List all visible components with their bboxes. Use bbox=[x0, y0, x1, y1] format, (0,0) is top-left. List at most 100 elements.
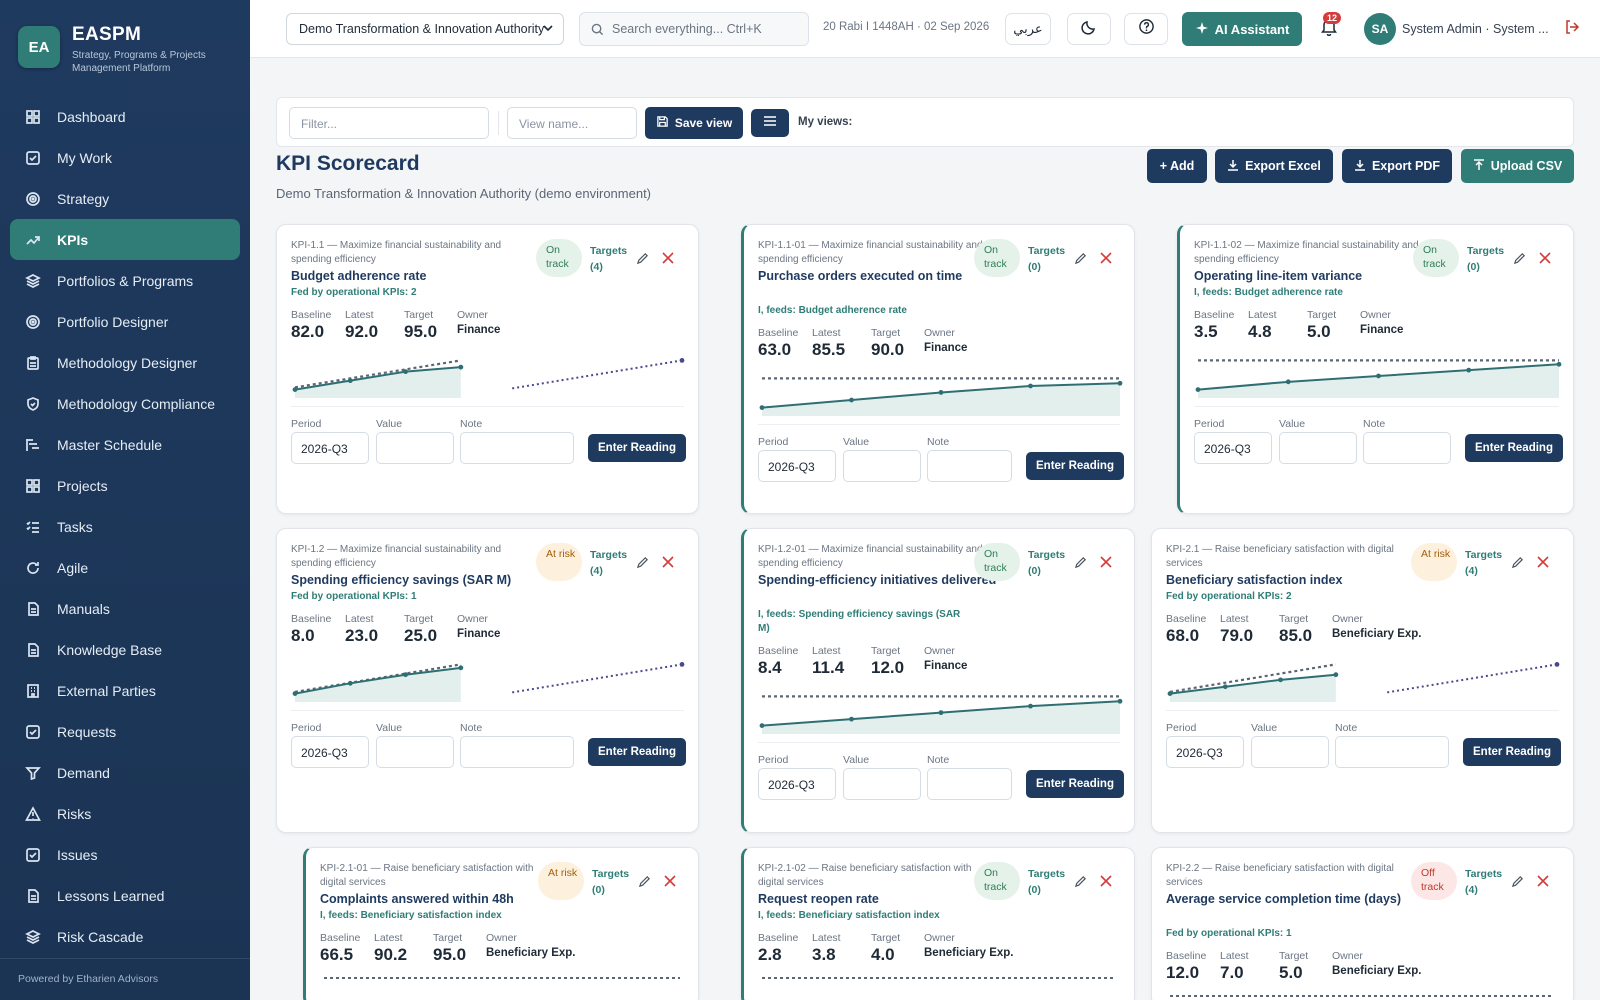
targets-link[interactable]: Targets (0) bbox=[1028, 868, 1066, 896]
dark-mode-button[interactable] bbox=[1067, 13, 1111, 45]
org-select[interactable]: Demo Transformation & Innovation Authori… bbox=[286, 13, 564, 45]
edit-icon[interactable] bbox=[1511, 875, 1524, 893]
close-icon[interactable] bbox=[662, 556, 674, 571]
sidebar-item-dashboard[interactable]: Dashboard bbox=[10, 96, 240, 137]
edit-icon[interactable] bbox=[1074, 875, 1087, 893]
targets-link[interactable]: Targets (0) bbox=[1028, 245, 1066, 273]
save-view-button[interactable]: Save view bbox=[645, 107, 743, 139]
edit-icon[interactable] bbox=[1513, 252, 1526, 270]
edit-icon[interactable] bbox=[636, 556, 649, 574]
close-icon[interactable] bbox=[1537, 875, 1549, 890]
search-input[interactable]: Search everything... Ctrl+K bbox=[579, 12, 809, 46]
upload-csv-button[interactable]: Upload CSV bbox=[1461, 149, 1574, 183]
note-input[interactable] bbox=[927, 768, 1012, 800]
value-input[interactable] bbox=[843, 450, 921, 482]
brand[interactable]: EA EASPM Strategy, Programs & Projects M… bbox=[18, 24, 212, 75]
sidebar-item-risks[interactable]: Risks bbox=[10, 793, 240, 834]
help-button[interactable] bbox=[1124, 13, 1168, 45]
add-kpi-button[interactable]: + Add bbox=[1147, 149, 1207, 183]
edit-icon[interactable] bbox=[1511, 556, 1524, 574]
export-excel-button[interactable]: Export Excel bbox=[1215, 149, 1333, 183]
enter-reading-button[interactable]: Enter Reading bbox=[1026, 452, 1124, 480]
avatar[interactable]: SA bbox=[1364, 13, 1396, 45]
kpi-title[interactable]: Complaints answered within 48h bbox=[320, 892, 514, 906]
close-icon[interactable] bbox=[1100, 875, 1112, 890]
reading-point bbox=[458, 364, 464, 370]
logout-icon[interactable] bbox=[1564, 19, 1580, 40]
period-input[interactable]: 2026-Q3 bbox=[291, 736, 369, 768]
period-input[interactable]: 2026-Q3 bbox=[758, 450, 836, 482]
enter-reading-button[interactable]: Enter Reading bbox=[1465, 434, 1563, 462]
period-input[interactable]: 2026-Q3 bbox=[291, 432, 369, 464]
value-input[interactable] bbox=[376, 432, 454, 464]
close-icon[interactable] bbox=[1100, 556, 1112, 571]
sidebar-item-issues[interactable]: Issues bbox=[10, 834, 240, 875]
sidebar-item-strategy[interactable]: Strategy bbox=[10, 178, 240, 219]
kpi-title[interactable]: Average service completion time (days) bbox=[1166, 892, 1402, 906]
kpi-title[interactable]: Beneficiary satisfaction index bbox=[1166, 573, 1343, 587]
kpi-title[interactable]: Request reopen rate bbox=[758, 892, 879, 906]
sidebar-item-portfolios-programs[interactable]: Portfolios & Programs bbox=[10, 260, 240, 301]
close-icon[interactable] bbox=[1539, 252, 1551, 267]
targets-link[interactable]: Targets (0) bbox=[1028, 549, 1066, 577]
language-toggle-button[interactable]: عربي bbox=[1005, 13, 1051, 45]
period-input[interactable]: 2026-Q3 bbox=[1166, 736, 1244, 768]
sidebar-item-my-work[interactable]: My Work bbox=[10, 137, 240, 178]
enter-reading-button[interactable]: Enter Reading bbox=[1463, 738, 1561, 766]
note-input[interactable] bbox=[460, 736, 574, 768]
value-input[interactable] bbox=[376, 736, 454, 768]
period-input[interactable]: 2026-Q3 bbox=[758, 768, 836, 800]
enter-reading-button[interactable]: Enter Reading bbox=[588, 738, 686, 766]
edit-icon[interactable] bbox=[1074, 556, 1087, 574]
export-pdf-button[interactable]: Export PDF bbox=[1342, 149, 1452, 183]
user-name[interactable]: System Admin · System ... bbox=[1402, 22, 1549, 36]
sidebar-item-portfolio-designer[interactable]: Portfolio Designer bbox=[10, 301, 240, 342]
sidebar-item-external-parties[interactable]: External Parties bbox=[10, 670, 240, 711]
targets-link[interactable]: Targets (4) bbox=[1465, 868, 1503, 896]
note-input[interactable] bbox=[1363, 432, 1451, 464]
targets-link[interactable]: Targets (4) bbox=[1465, 549, 1503, 577]
sidebar-item-master-schedule[interactable]: Master Schedule bbox=[10, 424, 240, 465]
close-icon[interactable] bbox=[1100, 252, 1112, 267]
sidebar-item-risk-cascade[interactable]: Risk Cascade bbox=[10, 916, 240, 957]
targets-link[interactable]: Targets (0) bbox=[1467, 245, 1505, 273]
sidebar-item-kpis[interactable]: KPIs bbox=[10, 219, 240, 260]
edit-icon[interactable] bbox=[638, 875, 651, 893]
value-input[interactable] bbox=[1279, 432, 1357, 464]
kpi-title[interactable]: Purchase orders executed on time bbox=[758, 269, 963, 283]
view-name-input[interactable]: View name... bbox=[507, 107, 637, 139]
period-input[interactable]: 2026-Q3 bbox=[1194, 432, 1272, 464]
enter-reading-button[interactable]: Enter Reading bbox=[1026, 770, 1124, 798]
kpi-title[interactable]: Spending efficiency savings (SAR M) bbox=[291, 573, 512, 587]
edit-icon[interactable] bbox=[1074, 252, 1087, 270]
sidebar-item-agile[interactable]: Agile bbox=[10, 547, 240, 588]
note-input[interactable] bbox=[460, 432, 574, 464]
ai-assistant-button[interactable]: AI Assistant bbox=[1182, 12, 1302, 46]
close-icon[interactable] bbox=[1537, 556, 1549, 571]
sidebar-item-requests[interactable]: Requests bbox=[10, 711, 240, 752]
targets-link[interactable]: Targets (0) bbox=[592, 868, 630, 896]
sidebar-item-knowledge-base[interactable]: Knowledge Base bbox=[10, 629, 240, 670]
value-input[interactable] bbox=[843, 768, 921, 800]
close-icon[interactable] bbox=[664, 875, 676, 890]
kpi-title[interactable]: Budget adherence rate bbox=[291, 269, 427, 283]
value-input[interactable] bbox=[1251, 736, 1329, 768]
targets-link[interactable]: Targets (4) bbox=[590, 245, 628, 273]
sidebar-item-methodology-designer[interactable]: Methodology Designer bbox=[10, 342, 240, 383]
note-input[interactable] bbox=[1335, 736, 1449, 768]
filter-input[interactable]: Filter... bbox=[289, 107, 489, 139]
note-input[interactable] bbox=[927, 450, 1012, 482]
sidebar-item-demand[interactable]: Demand bbox=[10, 752, 240, 793]
kpi-title[interactable]: Spending-efficiency initiatives delivere… bbox=[758, 573, 997, 587]
targets-link[interactable]: Targets (4) bbox=[590, 549, 628, 577]
sidebar-item-lessons-learned[interactable]: Lessons Learned bbox=[10, 875, 240, 916]
sidebar-item-tasks[interactable]: Tasks bbox=[10, 506, 240, 547]
sidebar-item-projects[interactable]: Projects bbox=[10, 465, 240, 506]
kpi-title[interactable]: Operating line-item variance bbox=[1194, 269, 1363, 283]
enter-reading-button[interactable]: Enter Reading bbox=[588, 434, 686, 462]
sidebar-item-manuals[interactable]: Manuals bbox=[10, 588, 240, 629]
sidebar-item-methodology-compliance[interactable]: Methodology Compliance bbox=[10, 383, 240, 424]
edit-icon[interactable] bbox=[636, 252, 649, 270]
close-icon[interactable] bbox=[662, 252, 674, 267]
views-menu-button[interactable] bbox=[751, 109, 789, 137]
